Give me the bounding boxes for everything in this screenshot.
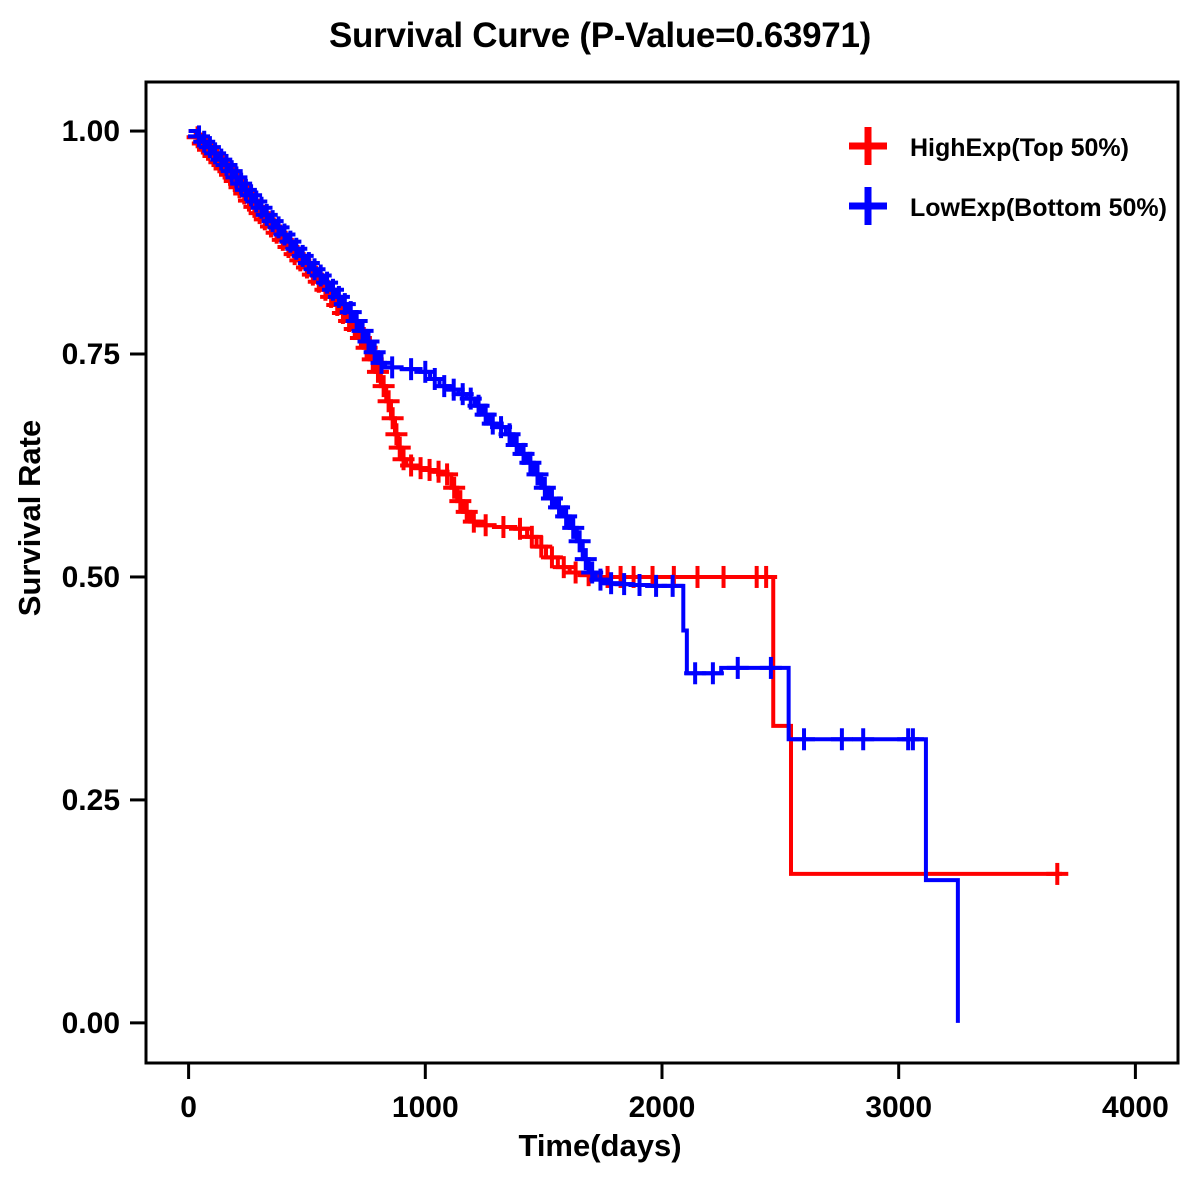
legend-label: HighExp(Top 50%) [910,134,1129,162]
x-tick-label: 0 [180,1091,197,1124]
x-axis-label: Time(days) [518,1128,682,1163]
legend-item-lowexp[interactable]: LowExp(Bottom 50%) [849,187,1167,225]
chart-legend: HighExp(Top 50%) LowExp(Bottom 50%) [849,127,1167,225]
x-tick-label: 3000 [865,1091,932,1124]
plot-frame [144,80,1180,1065]
axis-ticks: 0 1000 2000 3000 4000 0.00 0.25 0.50 0.75 1.00 [62,115,1169,1124]
y-tick-label: 0.00 [62,1007,120,1040]
plot-frame-rect [144,80,1180,1065]
series-lowexp [188,125,960,1023]
x-tick-label: 2000 [629,1091,696,1124]
legend-label: LowExp(Bottom 50%) [910,194,1167,222]
x-tick-label: 4000 [1102,1091,1169,1124]
y-tick-label: 0.75 [62,338,120,371]
y-tick-label: 0.50 [62,561,120,594]
y-tick-label: 0.25 [62,784,120,817]
legend-item-highexp[interactable]: HighExp(Top 50%) [849,127,1129,165]
x-tick-label: 1000 [392,1091,459,1124]
page-title: Survival Curve (P-Value=0.63971) [329,16,871,55]
series-layer [186,125,1069,1023]
y-tick-label: 1.00 [62,115,120,148]
